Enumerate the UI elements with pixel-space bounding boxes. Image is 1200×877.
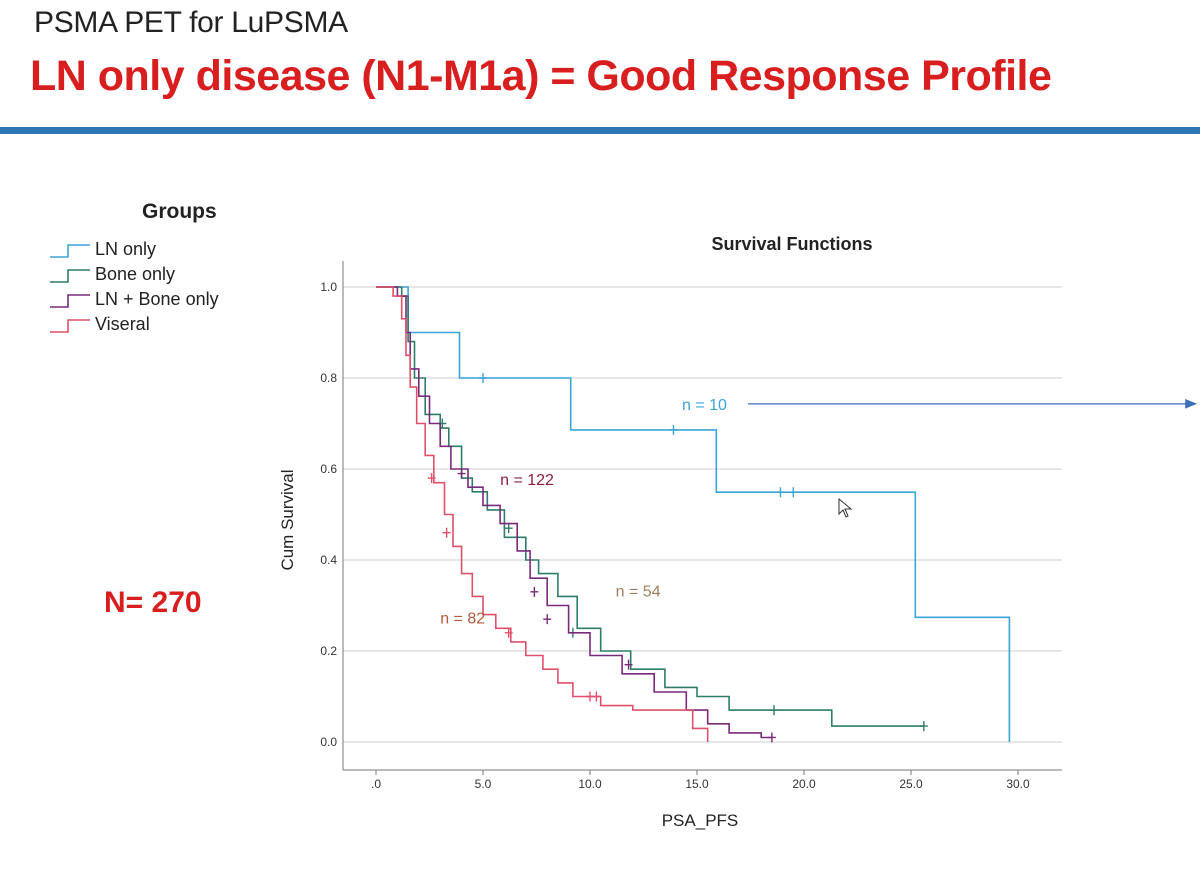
- y-tick-label: 0.2: [320, 644, 337, 658]
- x-tick-label: 5.0: [475, 777, 492, 791]
- censor-mark: [479, 373, 487, 383]
- chart-title: Survival Functions: [711, 234, 872, 254]
- total-n-label: N= 270: [104, 586, 202, 619]
- x-tick-label: 30.0: [1006, 777, 1030, 791]
- legend-title: Groups: [142, 200, 217, 223]
- series-bone-only-line: [376, 286, 924, 727]
- slide-subtitle: PSMA PET for LuPSMA: [34, 6, 348, 39]
- sample-size-annotation: n = 122: [500, 472, 554, 489]
- x-tick-label: 25.0: [899, 777, 923, 791]
- censor-mark: [530, 586, 539, 597]
- sample-size-annotation: n = 54: [616, 583, 661, 600]
- series-ln-bone-only-line: [376, 286, 772, 739]
- censor-mark: [776, 487, 785, 498]
- title-divider: [0, 127, 1200, 134]
- legend-item-bone-only: Bone only: [48, 263, 278, 288]
- legend-swatch: [50, 294, 90, 308]
- x-axis-label: PSA_PFS: [662, 811, 739, 830]
- censor-mark: [789, 487, 798, 498]
- legend: LN only Bone only LN + Bone only Viseral: [48, 238, 278, 338]
- y-tick-label: 0.4: [320, 553, 337, 567]
- series-ln-only-line: [376, 286, 1011, 742]
- legend-item-ln-bone: LN + Bone only: [48, 288, 278, 313]
- censor-mark: [427, 473, 436, 484]
- y-axis-label: Cum Survival: [278, 469, 297, 570]
- censor-mark: [457, 468, 466, 479]
- censor-mark: [770, 705, 779, 716]
- sample-size-annotation: n = 10: [682, 397, 727, 414]
- series-viseral-line: [376, 286, 709, 742]
- censor-mark: [624, 659, 633, 670]
- legend-item-ln-only: LN only: [48, 238, 278, 263]
- slide-title: LN only disease (N1-M1a) = Good Response…: [30, 52, 1052, 100]
- legend-swatch: [50, 319, 90, 333]
- legend-label: Viseral: [95, 314, 150, 334]
- x-tick-label: .0: [371, 777, 381, 791]
- x-tick-label: 15.0: [685, 777, 709, 791]
- censor-mark: [442, 527, 451, 538]
- legend-item-viseral: Viseral: [48, 313, 278, 338]
- censor-mark: [504, 523, 513, 534]
- legend-swatch: [50, 244, 90, 258]
- censor-mark: [669, 424, 678, 435]
- y-tick-label: 0.0: [320, 735, 337, 749]
- legend-label: Bone only: [95, 264, 176, 284]
- censor-mark: [543, 614, 552, 625]
- censor-mark: [919, 721, 928, 732]
- y-tick-label: 0.6: [320, 462, 337, 476]
- y-tick-label: 1.0: [320, 280, 337, 294]
- x-tick-label: 10.0: [578, 777, 602, 791]
- legend-label: LN + Bone only: [95, 289, 219, 309]
- legend-label: LN only: [95, 239, 157, 259]
- censor-mark: [592, 691, 601, 702]
- legend-swatch: [50, 269, 90, 283]
- censor-mark: [767, 732, 776, 743]
- mouse-cursor-icon: [838, 498, 853, 518]
- x-tick-label: 20.0: [792, 777, 816, 791]
- censor-mark: [504, 627, 513, 638]
- y-tick-label: 0.8: [320, 371, 337, 385]
- sample-size-annotation: n = 82: [440, 611, 485, 628]
